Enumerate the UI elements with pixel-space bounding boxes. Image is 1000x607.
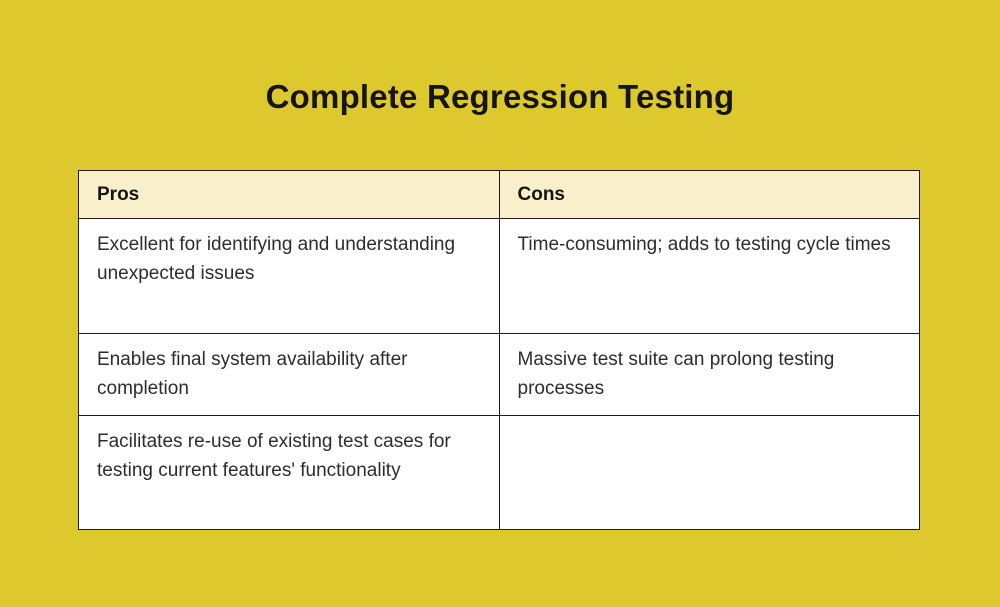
table-row: Facilitates re-use of existing test case…: [78, 415, 920, 530]
table-header-pros: Pros: [78, 170, 500, 219]
pros-cell: Facilitates re-use of existing test case…: [78, 415, 500, 530]
pros-cons-table: Pros Cons Excellent for identifying and …: [78, 170, 920, 530]
table-row: Enables final system availability after …: [78, 333, 920, 416]
pros-cell: Enables final system availability after …: [78, 333, 500, 416]
pros-cons-table-container: Pros Cons Excellent for identifying and …: [78, 170, 920, 530]
pros-cell: Excellent for identifying and understand…: [78, 218, 500, 334]
cons-cell: Time-consuming; adds to testing cycle ti…: [498, 218, 920, 334]
page-title: Complete Regression Testing: [265, 78, 735, 115]
cons-cell: Massive test suite can prolong testing p…: [498, 333, 920, 416]
table-header-cons: Cons: [498, 170, 920, 219]
cons-cell: [498, 415, 920, 530]
table-header-row: Pros Cons: [78, 170, 920, 219]
table-row: Excellent for identifying and understand…: [78, 218, 920, 334]
